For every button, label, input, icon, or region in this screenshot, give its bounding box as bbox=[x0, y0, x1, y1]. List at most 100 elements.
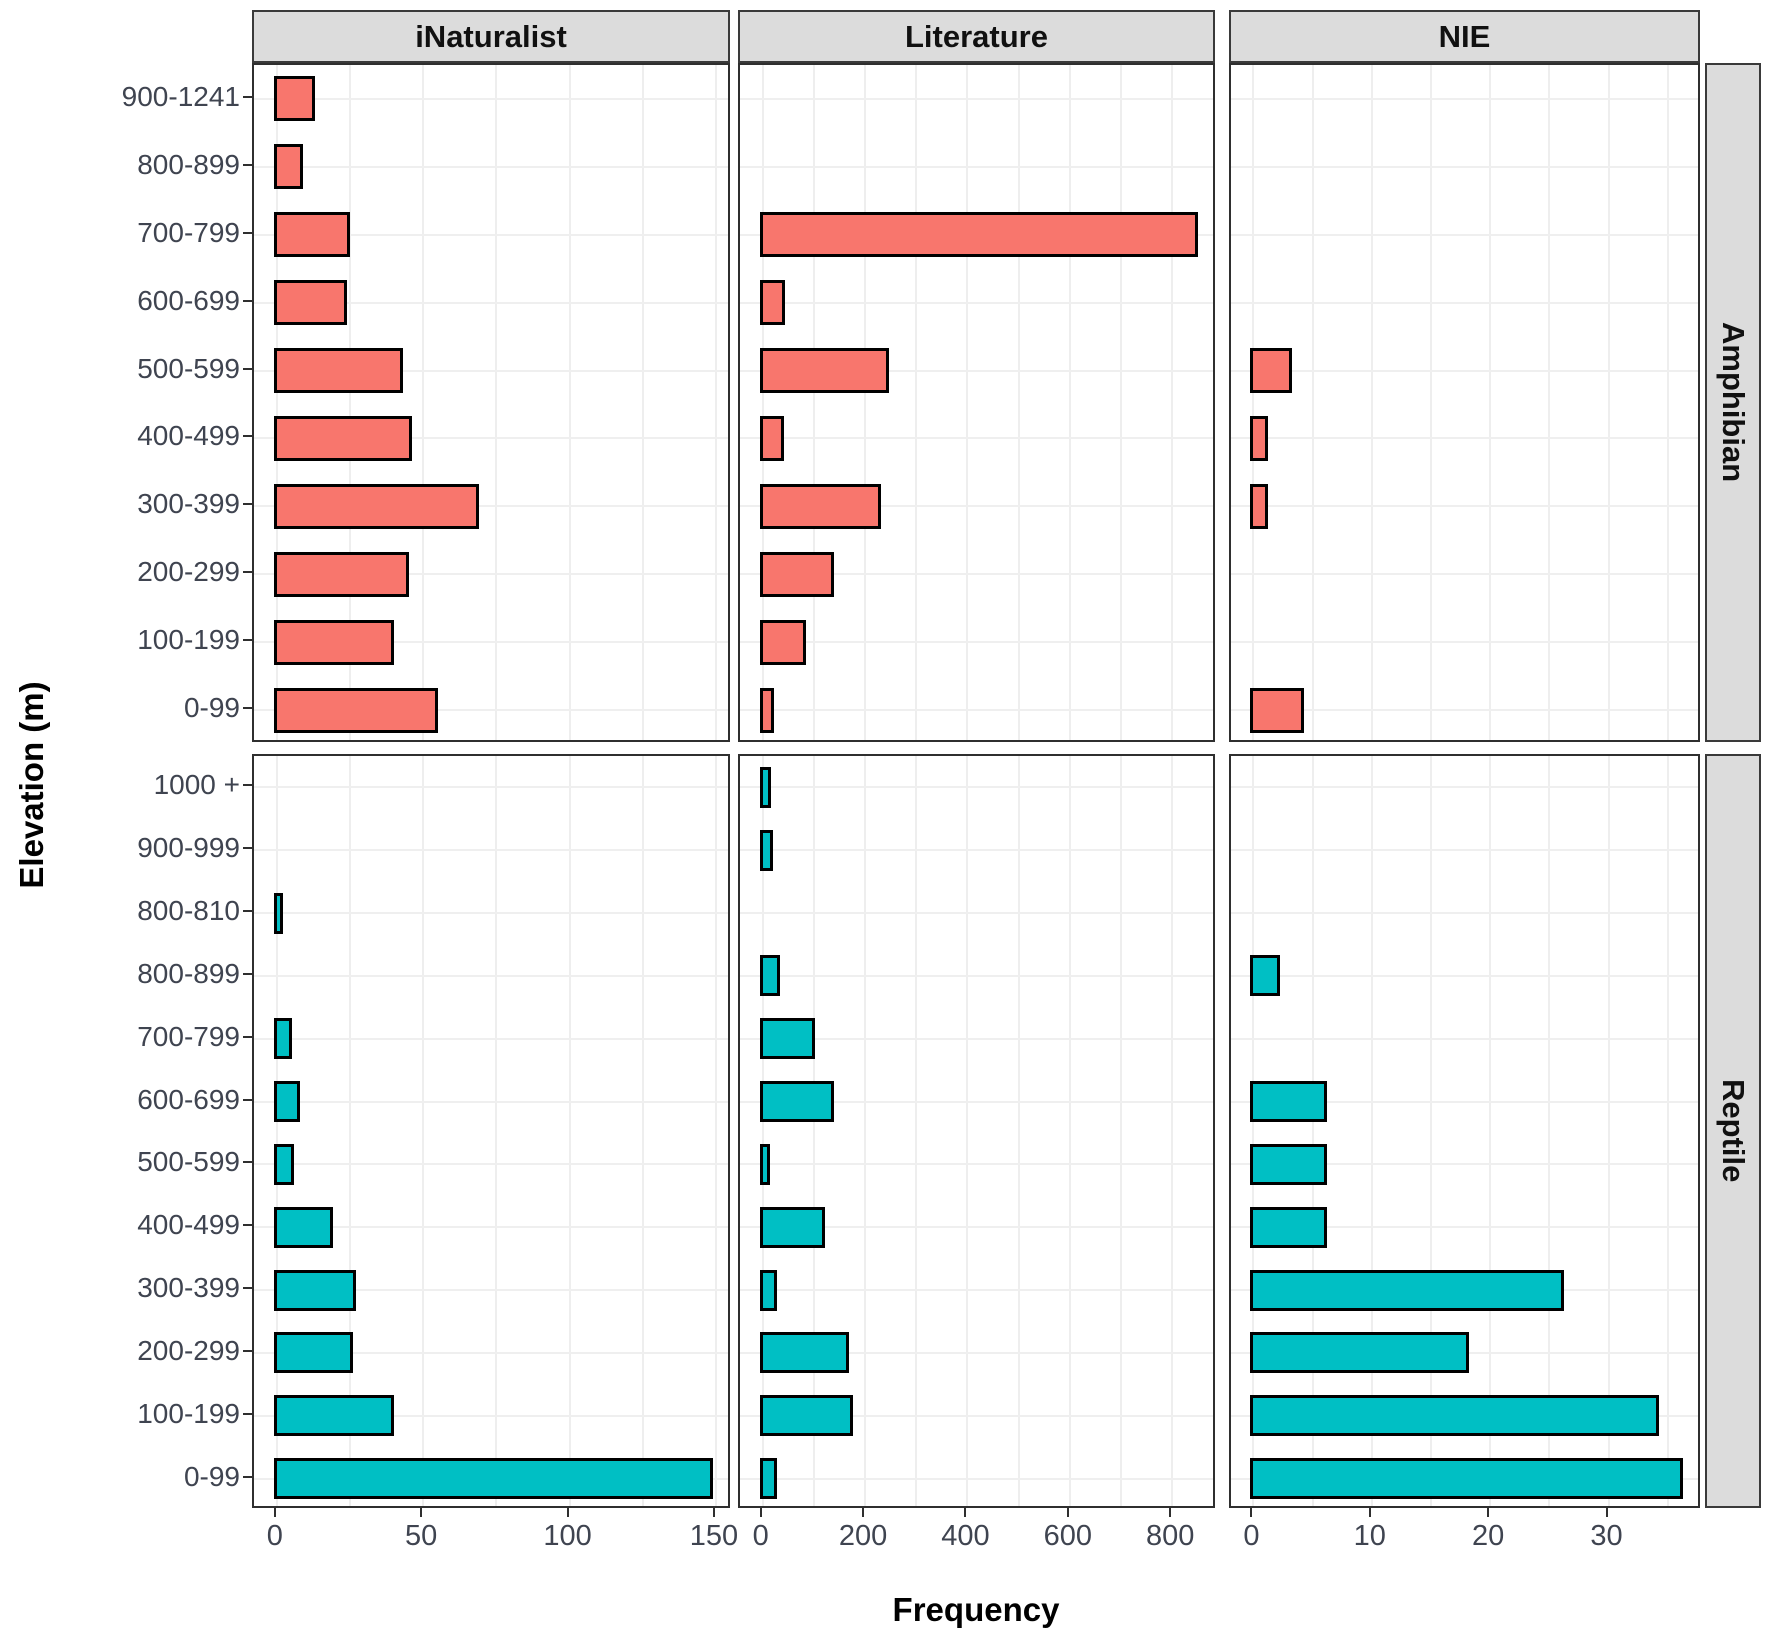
x-tick-mark bbox=[964, 1508, 967, 1517]
facet-strip-reptile: Reptile bbox=[1705, 754, 1761, 1508]
y-tick-label-700-799: 700-799 bbox=[137, 216, 240, 248]
gridline-vertical bbox=[1607, 65, 1610, 740]
x-tick-label-literature-800: 800 bbox=[1146, 1520, 1195, 1552]
gridline-horizontal bbox=[254, 165, 728, 168]
bar-inaturalist-reptile-0-99 bbox=[273, 1458, 714, 1500]
gridline-vertical bbox=[864, 65, 867, 740]
bar-literature-reptile-1000 bbox=[759, 766, 771, 808]
bar-literature-reptile-500-599 bbox=[759, 1143, 770, 1185]
gridline-horizontal bbox=[1231, 786, 1698, 789]
x-tick-mark bbox=[566, 1508, 569, 1517]
y-tick-mark bbox=[243, 1035, 252, 1038]
gridline-horizontal bbox=[740, 709, 1213, 712]
y-tick-label-800-810: 800-810 bbox=[137, 895, 240, 927]
y-tick-mark bbox=[243, 1412, 252, 1415]
x-tick-label-nie-0: 0 bbox=[1243, 1520, 1260, 1552]
x-tick-mark bbox=[1066, 1508, 1069, 1517]
gridline-vertical bbox=[1489, 756, 1492, 1506]
gridline-vertical bbox=[1017, 756, 1020, 1506]
gridline-vertical bbox=[1120, 65, 1123, 740]
gridline-horizontal bbox=[254, 437, 728, 440]
bar-nie-reptile-500-599 bbox=[1250, 1143, 1328, 1185]
x-tick-label-inaturalist-100: 100 bbox=[543, 1520, 592, 1552]
gridline-horizontal bbox=[740, 1037, 1213, 1040]
bar-inaturalist-reptile-600-699 bbox=[273, 1081, 301, 1123]
gridline-horizontal bbox=[1231, 1037, 1698, 1040]
gridline-vertical bbox=[1120, 756, 1123, 1506]
y-tick-mark bbox=[243, 299, 252, 302]
gridline-vertical bbox=[1429, 756, 1432, 1506]
bar-inaturalist-amphibian-0-99 bbox=[273, 687, 438, 733]
y-tick-mark bbox=[243, 163, 252, 166]
bar-inaturalist-reptile-500-599 bbox=[273, 1143, 295, 1185]
bar-literature-reptile-200-299 bbox=[759, 1332, 849, 1374]
gridline-vertical bbox=[275, 756, 278, 1506]
bar-nie-reptile-300-399 bbox=[1250, 1269, 1565, 1311]
bar-literature-amphibian-0-99 bbox=[759, 687, 775, 733]
gridline-vertical bbox=[422, 65, 425, 740]
y-tick-mark bbox=[243, 639, 252, 642]
y-tick-label-900-999: 900-999 bbox=[137, 832, 240, 864]
y-tick-label-300-399: 300-399 bbox=[137, 1272, 240, 1304]
gridline-vertical bbox=[1068, 65, 1071, 740]
gridline-horizontal bbox=[254, 849, 728, 852]
gridline-horizontal bbox=[740, 1226, 1213, 1229]
x-tick-label-nie-10: 10 bbox=[1353, 1520, 1386, 1552]
gridline-horizontal bbox=[254, 974, 728, 977]
gridline-vertical bbox=[1607, 756, 1610, 1506]
gridline-horizontal bbox=[740, 912, 1213, 915]
bar-inaturalist-reptile-300-399 bbox=[273, 1269, 356, 1311]
facet-strip-nie: NIE bbox=[1229, 10, 1700, 63]
y-tick-label-700-799: 700-799 bbox=[137, 1020, 240, 1052]
gridline-horizontal bbox=[254, 709, 728, 712]
bar-nie-amphibian-400-499 bbox=[1250, 415, 1269, 461]
gridline-vertical bbox=[761, 756, 764, 1506]
facet-strip-inaturalist: iNaturalist bbox=[252, 10, 730, 63]
gridline-vertical bbox=[1429, 65, 1432, 740]
facet-strip-amphibian: Amphibian bbox=[1705, 63, 1761, 742]
x-tick-label-literature-400: 400 bbox=[941, 1520, 990, 1552]
gridline-vertical bbox=[714, 756, 717, 1506]
facet-strip-label: NIE bbox=[1438, 18, 1491, 54]
gridline-horizontal bbox=[1231, 974, 1698, 977]
bar-literature-amphibian-400-499 bbox=[759, 415, 785, 461]
bar-inaturalist-reptile-200-299 bbox=[273, 1332, 353, 1374]
facet-strip-label: Literature bbox=[905, 18, 1048, 54]
gridline-vertical bbox=[495, 756, 498, 1506]
bar-nie-amphibian-500-599 bbox=[1250, 348, 1292, 394]
gridline-horizontal bbox=[740, 786, 1213, 789]
gridline-horizontal bbox=[1231, 849, 1698, 852]
y-tick-label-500-599: 500-599 bbox=[137, 352, 240, 384]
y-tick-mark bbox=[243, 1161, 252, 1164]
gridline-horizontal bbox=[254, 1163, 728, 1166]
gridline-vertical bbox=[1252, 756, 1255, 1506]
x-tick-label-inaturalist-150: 150 bbox=[689, 1520, 739, 1552]
bar-literature-amphibian-200-299 bbox=[759, 551, 835, 597]
gridline-horizontal bbox=[254, 1414, 728, 1417]
bar-literature-reptile-800-899 bbox=[759, 955, 781, 997]
bar-literature-reptile-400-499 bbox=[759, 1206, 825, 1248]
y-tick-mark bbox=[243, 571, 252, 574]
bar-literature-reptile-300-399 bbox=[759, 1269, 777, 1311]
y-tick-mark bbox=[243, 972, 252, 975]
bar-nie-amphibian-300-399 bbox=[1250, 483, 1269, 529]
bar-nie-reptile-400-499 bbox=[1250, 1206, 1328, 1248]
x-tick-mark bbox=[1605, 1508, 1608, 1517]
gridline-vertical bbox=[1548, 65, 1551, 740]
gridline-horizontal bbox=[740, 301, 1213, 304]
y-tick-mark bbox=[243, 1098, 252, 1101]
y-tick-label-400-499: 400-499 bbox=[137, 420, 240, 452]
gridline-horizontal bbox=[740, 1477, 1213, 1480]
y-tick-label-0-99: 0-99 bbox=[183, 692, 240, 724]
gridline-vertical bbox=[1666, 756, 1669, 1506]
gridline-horizontal bbox=[1231, 505, 1698, 508]
gridline-horizontal bbox=[1231, 1100, 1698, 1103]
gridline-vertical bbox=[1370, 65, 1373, 740]
bar-literature-reptile-700-799 bbox=[759, 1018, 815, 1060]
y-tick-mark bbox=[243, 910, 252, 913]
x-tick-mark bbox=[420, 1508, 423, 1517]
gridline-vertical bbox=[641, 756, 644, 1506]
gridline-vertical bbox=[966, 65, 969, 740]
gridline-vertical bbox=[349, 65, 351, 740]
